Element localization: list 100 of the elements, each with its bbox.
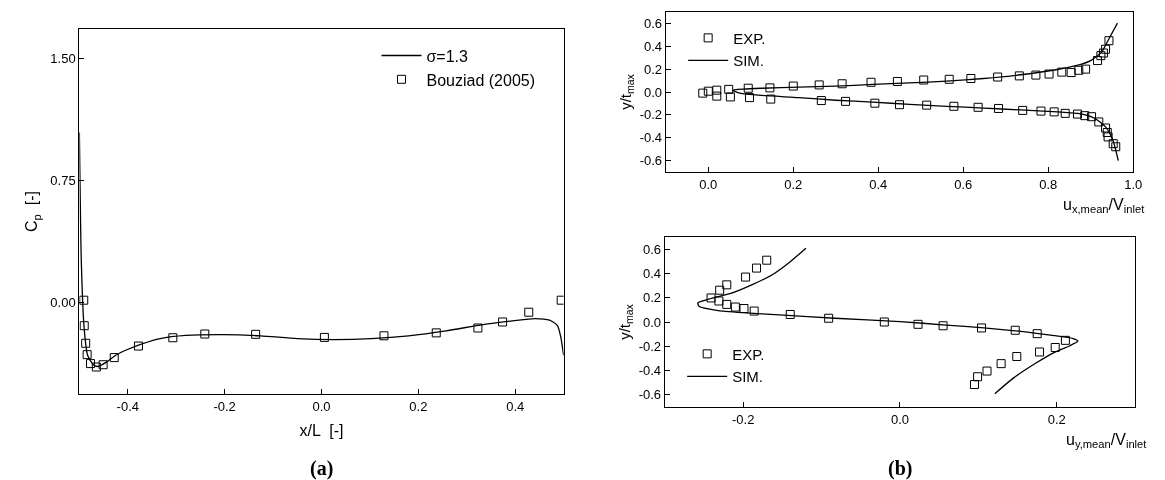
point [973, 102, 983, 112]
point [841, 96, 851, 106]
y-tick-label: 0.0 [644, 84, 663, 100]
y-tick-label: -0.2 [638, 338, 662, 354]
point [752, 263, 762, 273]
point [1087, 112, 1097, 122]
point [1044, 69, 1054, 79]
text: (a) [310, 457, 334, 480]
x-tick-label: 0.4 [506, 398, 525, 414]
legend-label: σ=1.3 [426, 47, 469, 65]
point [498, 317, 508, 327]
y-tick-label: 0.6 [643, 241, 662, 257]
x-tick-label: -0.2 [732, 411, 755, 427]
point [730, 302, 740, 312]
point [743, 83, 753, 93]
point [715, 285, 725, 295]
y-tick-label: 0.2 [644, 61, 663, 77]
x-tick-label: 0.2 [1047, 411, 1066, 427]
point [919, 75, 929, 85]
point [109, 353, 119, 363]
y-tick-label: -0.6 [639, 153, 663, 169]
point [524, 307, 534, 317]
y-tick-label: 0.6 [644, 15, 663, 31]
point [1103, 132, 1113, 142]
point [870, 98, 880, 108]
point [722, 299, 732, 309]
point [714, 296, 724, 306]
y-tick-label: -0.6 [638, 387, 662, 403]
legend-label: SIM. [733, 52, 764, 70]
point [98, 360, 108, 370]
point [1101, 123, 1111, 133]
point [1102, 127, 1112, 137]
point [706, 293, 716, 303]
point [1104, 36, 1114, 46]
x-axis-title: u$_{x,mean}$/V$_{inlet}$ [1063, 196, 1146, 216]
point [82, 350, 92, 360]
point [913, 319, 923, 329]
point [966, 74, 976, 84]
point [1035, 347, 1045, 357]
y-tick-label: 0.75 [50, 172, 76, 188]
x-tick-label: 0.8 [1039, 176, 1058, 192]
point [722, 280, 732, 290]
point [993, 72, 1003, 82]
y-tick-label: 1.50 [50, 50, 76, 66]
point [1012, 351, 1022, 361]
point [1074, 65, 1084, 75]
point [319, 332, 329, 342]
line-series [697, 247, 1079, 395]
x-axis-title: u$_{y,mean}$/V$_{inlet}$ [1066, 431, 1148, 451]
point [1031, 70, 1041, 80]
point [1032, 329, 1042, 339]
point [86, 359, 96, 369]
point [168, 333, 178, 343]
y-tick-label: 0.2 [643, 290, 662, 306]
x-tick-label: 0.0 [312, 398, 331, 414]
point [938, 321, 948, 331]
point [977, 323, 987, 333]
point [922, 100, 932, 110]
x-tick-label: -0.2 [213, 398, 236, 414]
point [431, 328, 441, 338]
point [994, 103, 1003, 113]
point [1049, 107, 1059, 117]
point [866, 77, 876, 87]
y-tick-label: -0.2 [639, 107, 663, 123]
y-tick-label: 0.00 [50, 294, 76, 310]
legend-label: EXP. [733, 29, 766, 47]
x-tick-label: -0.4 [116, 398, 140, 414]
legend-label: Bouziad (2005) [426, 71, 536, 89]
point [473, 323, 483, 333]
point [788, 81, 798, 91]
point [741, 272, 751, 282]
x-tick-label: 0.2 [784, 176, 803, 192]
y-tick-label: 0.4 [643, 265, 662, 281]
point [785, 309, 795, 319]
x-tick-label: 0.4 [869, 176, 888, 192]
point [996, 359, 1006, 369]
point [1101, 44, 1111, 54]
point [725, 92, 735, 102]
legend-label: SIM. [732, 368, 764, 386]
y-tick-label: 0.4 [644, 38, 663, 54]
x-tick-label: 1.0 [1124, 176, 1143, 192]
x-axis-title: x/L [-] [299, 422, 344, 440]
point [879, 317, 889, 327]
point [200, 329, 210, 339]
x-tick-label: 0.0 [890, 411, 910, 427]
point [1010, 325, 1020, 335]
point [745, 93, 755, 103]
point [1094, 117, 1104, 127]
point [1092, 56, 1102, 66]
point [892, 76, 902, 86]
point [1060, 108, 1070, 118]
point [79, 321, 89, 331]
point [814, 80, 824, 90]
point [556, 295, 564, 305]
point [1080, 111, 1090, 121]
point [749, 306, 759, 316]
point [1018, 105, 1028, 115]
point [739, 304, 749, 314]
point [765, 83, 775, 93]
point [824, 313, 834, 323]
